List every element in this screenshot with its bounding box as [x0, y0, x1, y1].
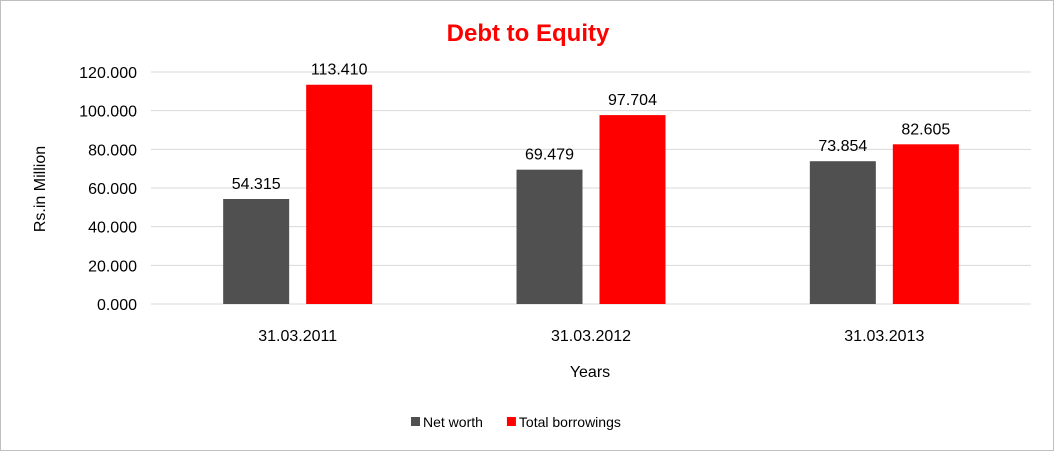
y-tick-label: 0.000	[97, 297, 137, 314]
y-tick-label: 80.000	[88, 142, 137, 159]
bar-total-borrowings	[892, 144, 959, 304]
y-tick-label: 20.000	[88, 258, 137, 275]
legend-swatch	[506, 417, 516, 426]
bar-net-worth	[809, 161, 876, 304]
y-tick-label: 60.000	[88, 181, 137, 198]
y-axis-ticks: 0.000 20.000 40.000 60.000 80.000 100.000 120.…	[79, 65, 137, 314]
data-label: 73.854	[818, 138, 867, 155]
x-axis-categories: 31.03.2011 31.03.2012 31.03.2013	[258, 328, 924, 345]
y-tick-label: 100.000	[79, 104, 137, 121]
bar-net-worth	[516, 169, 583, 304]
data-label: 82.605	[901, 121, 950, 138]
legend-label: Total borrowings	[519, 414, 621, 430]
data-label: 113.410	[311, 62, 368, 79]
bar-total-borrowings	[306, 84, 373, 305]
bar-total-borrowings	[599, 115, 666, 305]
y-tick-label: 120.000	[79, 65, 137, 82]
data-label: 54.315	[232, 176, 281, 193]
bar-net-worth	[223, 198, 290, 304]
data-labels: 54.315 113.410 69.479 97.704 73.854 82.605	[232, 62, 951, 193]
data-label: 97.704	[608, 92, 657, 109]
data-label: 69.479	[525, 147, 574, 164]
y-axis-title: Rs.in Million	[32, 146, 49, 232]
x-axis-title: Years	[570, 364, 610, 381]
legend: Net worth Total borrowings	[411, 414, 621, 430]
legend-label: Net worth	[423, 414, 483, 430]
x-category-label: 31.03.2012	[551, 328, 631, 345]
x-category-label: 31.03.2013	[844, 328, 924, 345]
x-category-label: 31.03.2011	[258, 328, 337, 345]
bars	[223, 84, 959, 305]
y-tick-label: 40.000	[88, 220, 137, 237]
legend-swatch	[411, 417, 420, 426]
gridlines	[151, 71, 1031, 305]
chart-title: Debt to Equity	[447, 20, 610, 47]
